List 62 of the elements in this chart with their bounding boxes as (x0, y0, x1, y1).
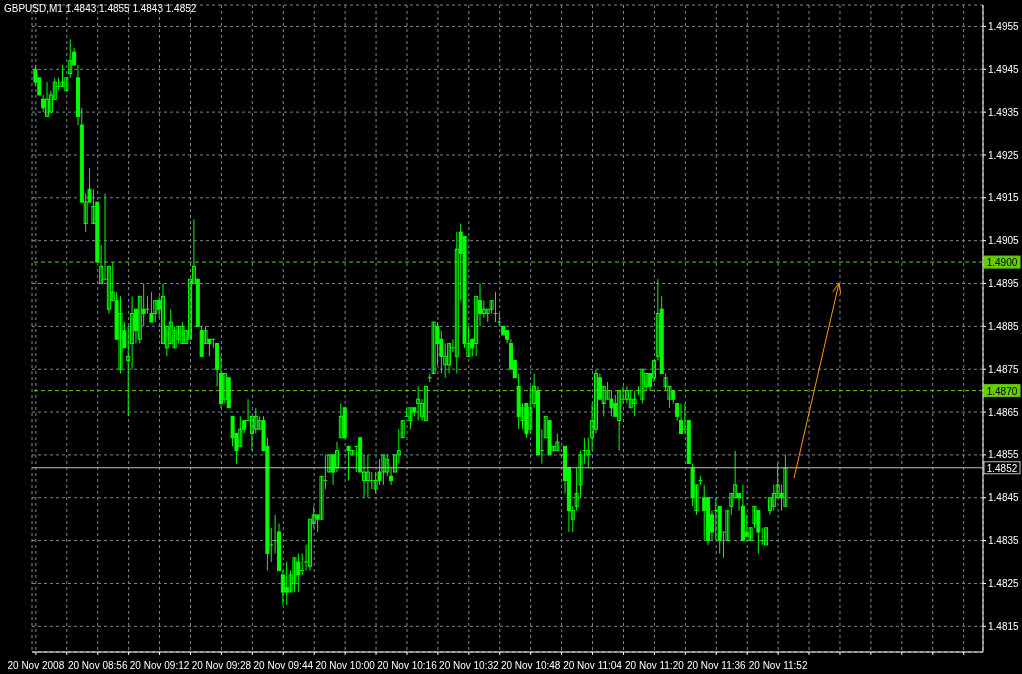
candlestick (783, 454, 788, 507)
candlestick (481, 300, 486, 319)
candlestick (416, 385, 421, 422)
y-tick-label: 1.4935 (988, 106, 1020, 118)
candlestick (756, 510, 761, 554)
x-tick-label: 20 Nov 10:32 (439, 660, 500, 671)
y-tick-label: 1.4825 (988, 577, 1020, 589)
y-tick-label: 1.4815 (988, 620, 1020, 632)
x-tick-label: 20 Nov 11:52 (748, 660, 808, 671)
candlestick (613, 394, 618, 417)
candlestick (447, 343, 452, 374)
y-tick-label: 1.4875 (988, 363, 1020, 375)
candlestick (118, 295, 123, 374)
y-tick-label: 1.4905 (988, 235, 1020, 247)
candlestick (45, 81, 50, 117)
candlestick (149, 291, 154, 323)
candlestick (296, 552, 301, 593)
candlestick (222, 372, 227, 404)
candlestick (381, 454, 386, 486)
candlestick (423, 385, 428, 422)
y-tick-label: 1.4865 (988, 406, 1020, 418)
candlestick (284, 561, 289, 606)
candlestick (338, 402, 343, 439)
x-tick-label: 20 Nov 10:16 (377, 660, 438, 671)
ref-line-label: 1.4900 (986, 257, 1018, 269)
x-tick-label: 20 Nov 08:56 (67, 660, 128, 671)
x-tick-label: 20 Nov 11:20 (625, 660, 685, 671)
x-tick-label: 20 Nov 09:28 (191, 660, 252, 671)
candlestick (180, 321, 185, 344)
candlestick (400, 420, 405, 439)
x-tick-label: 20 Nov 10:00 (315, 660, 376, 671)
chart-title: GBPUSD,M1 1.4843 1.4855 1.4843 1.4852 (4, 3, 197, 14)
ref-line-label: 1.4852 (986, 462, 1018, 474)
candlestick (292, 557, 297, 593)
x-tick-label: 20 Nov 09:44 (253, 660, 314, 671)
candlestick (60, 64, 65, 87)
candlestick (334, 441, 339, 473)
y-tick-label: 1.4845 (988, 492, 1020, 504)
candlestick (365, 454, 370, 499)
y-tick-label: 1.4955 (988, 20, 1020, 32)
y-tick-label: 1.4835 (988, 535, 1020, 547)
x-tick-label: 20 Nov 10:48 (500, 660, 561, 671)
candlestick (492, 291, 498, 323)
candlestick (764, 527, 769, 546)
ref-line-label: 1.4870 (986, 385, 1018, 397)
y-tick-label: 1.4885 (988, 320, 1020, 332)
candlestick (702, 484, 707, 542)
x-tick-label: 20 Nov 11:36 (686, 660, 747, 671)
y-tick-label: 1.4915 (988, 192, 1020, 204)
x-tick-label: 20 Nov 11:04 (563, 660, 623, 671)
x-tick-label: 20 Nov 09:12 (129, 660, 190, 671)
candlestick (617, 390, 622, 452)
candlestick (679, 402, 684, 434)
candlestick (624, 385, 629, 404)
y-tick-label: 1.4925 (988, 149, 1020, 161)
y-tick-label: 1.4945 (988, 63, 1020, 75)
candlestick (230, 415, 235, 447)
candlestick (713, 497, 719, 542)
x-tick-label: 20 Nov 2008 (7, 660, 65, 671)
y-tick-label: 1.4855 (988, 449, 1020, 461)
candlestick (609, 390, 614, 417)
y-tick-label: 1.4895 (988, 278, 1020, 290)
